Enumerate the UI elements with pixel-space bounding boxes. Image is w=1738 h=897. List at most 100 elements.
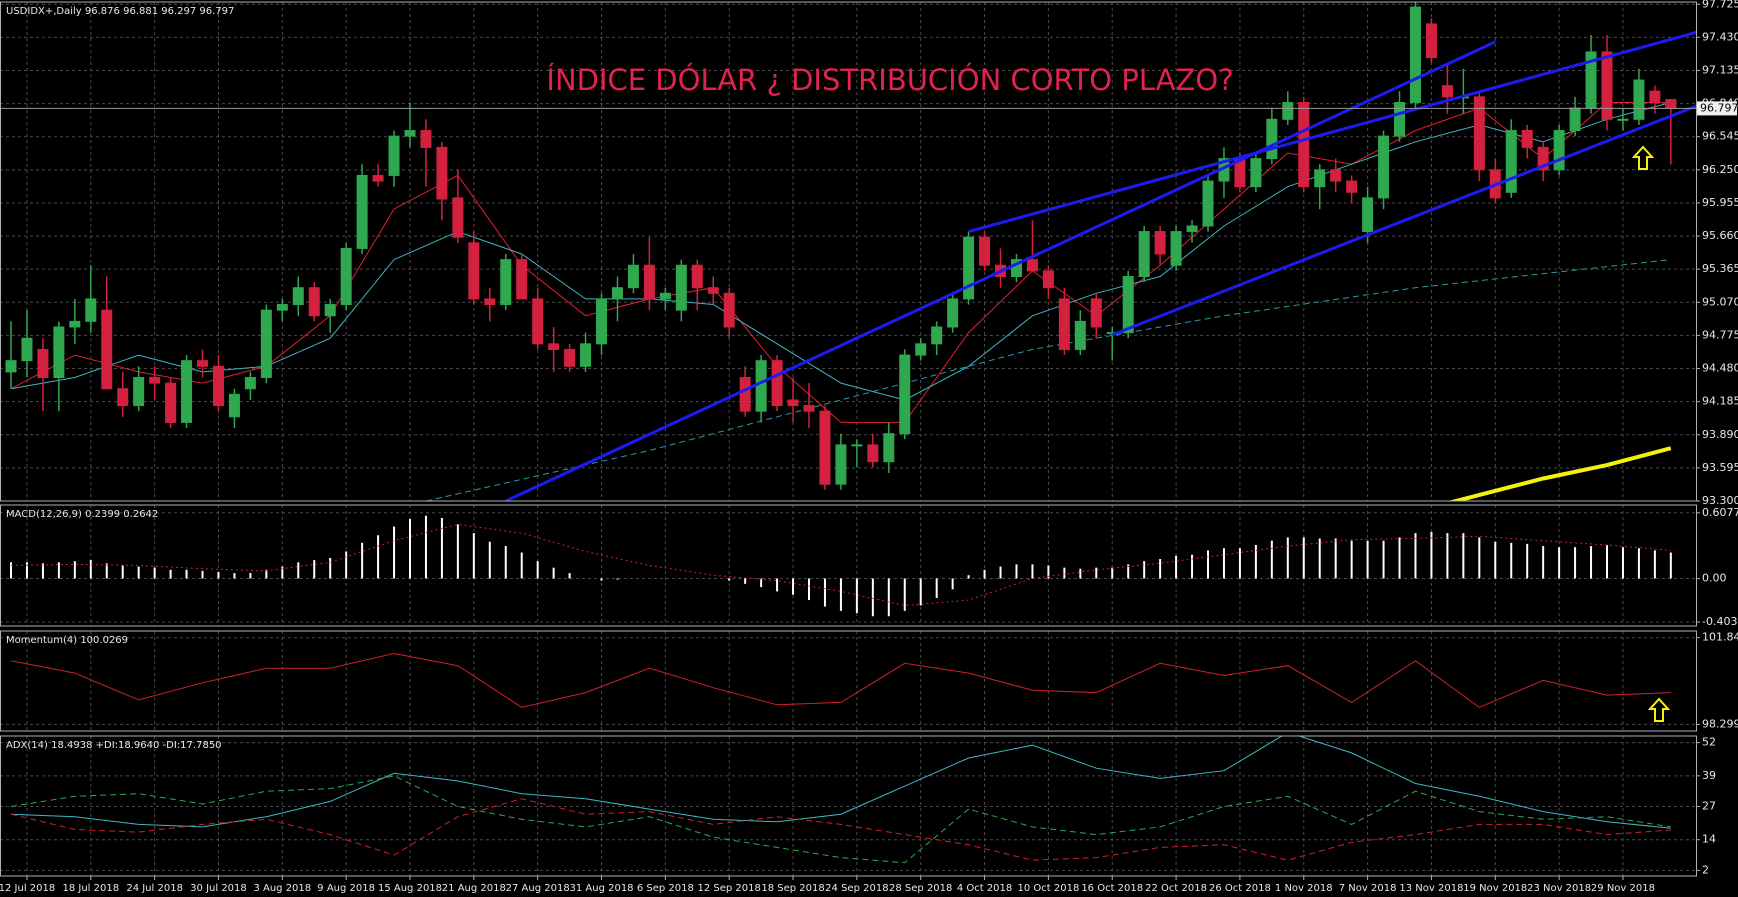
candle-body [1122, 275, 1134, 334]
candle-body [1425, 23, 1437, 59]
candle-body [1154, 231, 1166, 255]
y-tick-label: 95.070 [1702, 295, 1738, 308]
candle-body [260, 309, 272, 379]
candle-body [675, 264, 687, 311]
candle-body [947, 298, 959, 328]
x-tick-label: 12 Jul 2018 [0, 883, 55, 894]
x-tick-label: 15 Aug 2018 [378, 883, 442, 894]
y-tick-label: 95.955 [1702, 196, 1738, 209]
candle-body [979, 236, 991, 266]
y-tick-label: 96.545 [1702, 130, 1738, 143]
y-tick-label: 97.430 [1702, 30, 1738, 43]
y-tick-label: 97.725 [1702, 0, 1738, 10]
candle-body [356, 174, 368, 249]
x-tick-label: 9 Aug 2018 [317, 883, 375, 894]
price-box [1697, 101, 1737, 116]
candle-body [85, 298, 97, 322]
y-tick-label: 101.8463 [1702, 631, 1738, 644]
candle-body [691, 264, 703, 289]
candle-body [532, 298, 544, 345]
candle-body [1473, 96, 1485, 171]
candle-body [452, 197, 464, 238]
candle-body [388, 135, 400, 176]
candle-body [1010, 259, 1022, 277]
x-tick-label: 12 Sep 2018 [698, 883, 761, 894]
y-tick-label: 94.775 [1702, 328, 1738, 341]
line [10, 523, 1671, 607]
line [10, 102, 1671, 401]
line [10, 102, 1671, 423]
candle-body [1394, 101, 1406, 137]
candle-body [1569, 107, 1581, 132]
y-tick-label: 0.00 [1702, 571, 1727, 584]
candle-body [1058, 298, 1070, 350]
x-tick-label: 23 Nov 2018 [1527, 883, 1591, 894]
candle-body [883, 433, 895, 463]
candle-body [787, 399, 799, 407]
candle-body [197, 360, 209, 367]
x-tick-label: 18 Jul 2018 [62, 883, 119, 894]
candle-body [484, 298, 496, 306]
candle-body [1186, 225, 1198, 233]
candle-body [1601, 51, 1613, 120]
candle-body [1026, 259, 1038, 272]
candle-body [468, 242, 480, 300]
candle-body [963, 236, 975, 300]
candle-body [1409, 6, 1421, 103]
candle-body [1090, 298, 1102, 328]
candle-body [1282, 101, 1294, 120]
candle-body [133, 377, 145, 407]
y-tick-label: 27 [1702, 800, 1716, 813]
candle-body [21, 337, 33, 362]
candle-body [564, 348, 576, 367]
y-tick-label: 95.365 [1702, 262, 1738, 275]
y-tick-label: 98.2995 [1702, 717, 1738, 730]
candle-body [1250, 158, 1262, 188]
trendline [1111, 104, 1696, 337]
candle-body [340, 247, 352, 306]
y-tick-label: 94.185 [1702, 395, 1738, 408]
pane-header: Momentum(4) 100.0269 [6, 635, 128, 646]
y-tick-label: 0.6077 [1702, 506, 1738, 519]
candle-body [1202, 180, 1214, 227]
price-label: 96.797 [1700, 101, 1738, 114]
candle-body [1314, 169, 1326, 188]
x-tick-label: 22 Oct 2018 [1145, 883, 1207, 894]
line [10, 775, 1671, 864]
line [10, 652, 1671, 708]
x-tick-label: 4 Oct 2018 [957, 883, 1012, 894]
candle-body [1665, 99, 1677, 109]
y-tick-label: 95.660 [1702, 229, 1738, 242]
x-tick-label: 13 Nov 2018 [1399, 883, 1463, 894]
candle-body [835, 444, 847, 485]
pane-border [0, 735, 1697, 877]
y-tick-label: 93.595 [1702, 461, 1738, 474]
candle-body [1362, 197, 1374, 233]
x-tick-label: 28 Sep 2018 [889, 883, 952, 894]
x-tick-label: 24 Jul 2018 [126, 883, 183, 894]
x-tick-label: 1 Nov 2018 [1275, 883, 1333, 894]
y-tick-label: 94.480 [1702, 362, 1738, 375]
candle-body [181, 360, 193, 423]
candle-body [500, 259, 512, 306]
x-tick-label: 21 Aug 2018 [442, 883, 506, 894]
y-tick-label: 93.890 [1702, 428, 1738, 441]
x-tick-label: 10 Oct 2018 [1017, 883, 1079, 894]
candle-body [1505, 130, 1517, 193]
candle-body [739, 377, 751, 412]
candle-body [244, 377, 256, 390]
line [10, 798, 1671, 861]
candle-body [308, 287, 320, 317]
x-tick-label: 7 Nov 2018 [1339, 883, 1397, 894]
x-tick-label: 29 Nov 2018 [1591, 883, 1655, 894]
pane [0, 505, 1696, 626]
candle-body [548, 343, 560, 350]
line [425, 259, 1671, 501]
chart-title: ÍNDICE DÓLAR ¿ DISTRIBUCIÓN CORTO PLAZO? [546, 63, 1233, 97]
candle-body [867, 444, 879, 463]
candle-body [819, 410, 831, 485]
candle-body [117, 388, 129, 407]
candle-body [707, 287, 719, 294]
pane-header: MACD(12,26,9) 0.2399 0.2642 [6, 509, 158, 520]
